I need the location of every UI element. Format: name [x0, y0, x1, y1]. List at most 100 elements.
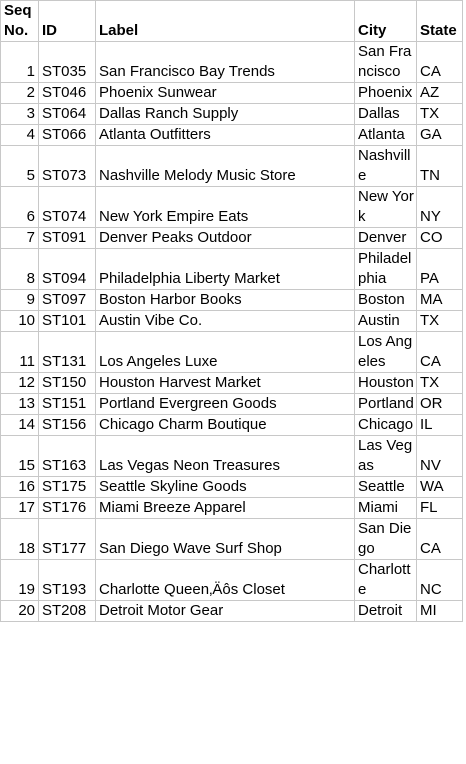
id-cell: ST193 — [38, 559, 96, 601]
state-cell: CA — [416, 331, 463, 373]
id-cell: ST064 — [38, 103, 96, 125]
id-cell: ST035 — [38, 41, 96, 83]
seq-cell: 9 — [0, 289, 39, 311]
table-row: 15 ST163 Las Vegas Neon Treasures Las Vegas… — [0, 435, 463, 477]
header-id: ID — [38, 0, 96, 42]
city-cell: New York — [354, 186, 417, 228]
id-cell: ST131 — [38, 331, 96, 373]
city-cell: Boston — [354, 289, 417, 311]
label-cell: Las Vegas Neon Treasures — [95, 435, 355, 477]
table-row: 8 ST094 Philadelphia Liberty Market Philade… — [0, 248, 463, 290]
table-row: 14 ST156 Chicago Charm Boutique Chicago IL — [0, 414, 463, 436]
id-cell: ST094 — [38, 248, 96, 290]
label-cell: Los Angeles Luxe — [95, 331, 355, 373]
table-row: 7 ST091 Denver Peaks Outdoor Denver CO — [0, 227, 463, 249]
city-cell: San Francisco — [354, 41, 417, 83]
seq-cell: 13 — [0, 393, 39, 415]
city-cell: Denver — [354, 227, 417, 249]
label-cell: Boston Harbor Books — [95, 289, 355, 311]
stores-table: Seq No. ID Label City State 1 ST035 San Fr… — [0, 0, 463, 622]
seq-cell: 17 — [0, 497, 39, 519]
table-row: 18 ST177 San Diego Wave Surf Shop San Diego… — [0, 518, 463, 560]
city-cell: San Diego — [354, 518, 417, 560]
label-cell: Houston Harvest Market — [95, 372, 355, 394]
city-cell: Phoenix — [354, 82, 417, 104]
city-cell: Houston — [354, 372, 417, 394]
label-cell: Detroit Motor Gear — [95, 600, 355, 622]
state-cell: CA — [416, 518, 463, 560]
table-row: 3 ST064 Dallas Ranch Supply Dallas TX — [0, 103, 463, 125]
seq-cell: 12 — [0, 372, 39, 394]
table-row: 10 ST101 Austin Vibe Co. Austin TX — [0, 310, 463, 332]
state-cell: OR — [416, 393, 463, 415]
seq-cell: 6 — [0, 186, 39, 228]
label-cell: Seattle Skyline Goods — [95, 476, 355, 498]
city-cell: Dallas — [354, 103, 417, 125]
label-cell: Charlotte Queen‚Äôs Closet — [95, 559, 355, 601]
city-cell: Chicago — [354, 414, 417, 436]
label-cell: Austin Vibe Co. — [95, 310, 355, 332]
state-cell: NV — [416, 435, 463, 477]
table-row: 20 ST208 Detroit Motor Gear Detroit MI — [0, 600, 463, 622]
id-cell: ST151 — [38, 393, 96, 415]
seq-cell: 5 — [0, 145, 39, 187]
table-row: 9 ST097 Boston Harbor Books Boston MA — [0, 289, 463, 311]
label-cell: Philadelphia Liberty Market — [95, 248, 355, 290]
id-cell: ST208 — [38, 600, 96, 622]
label-cell: Portland Evergreen Goods — [95, 393, 355, 415]
seq-cell: 15 — [0, 435, 39, 477]
id-cell: ST163 — [38, 435, 96, 477]
table-row: 6 ST074 New York Empire Eats New York NY — [0, 186, 463, 228]
id-cell: ST097 — [38, 289, 96, 311]
state-cell: TX — [416, 310, 463, 332]
state-cell: GA — [416, 124, 463, 146]
state-cell: WA — [416, 476, 463, 498]
city-cell: Austin — [354, 310, 417, 332]
header-row: Seq No. ID Label City State — [0, 0, 463, 42]
table-row: 12 ST150 Houston Harvest Market Houston TX — [0, 372, 463, 394]
id-cell: ST066 — [38, 124, 96, 146]
id-cell: ST101 — [38, 310, 96, 332]
city-cell: Miami — [354, 497, 417, 519]
table-row: 4 ST066 Atlanta Outfitters Atlanta GA — [0, 124, 463, 146]
id-cell: ST177 — [38, 518, 96, 560]
header-seq: Seq No. — [0, 0, 39, 42]
seq-cell: 7 — [0, 227, 39, 249]
state-cell: AZ — [416, 82, 463, 104]
label-cell: Dallas Ranch Supply — [95, 103, 355, 125]
id-cell: ST046 — [38, 82, 96, 104]
id-cell: ST150 — [38, 372, 96, 394]
id-cell: ST176 — [38, 497, 96, 519]
state-cell: MA — [416, 289, 463, 311]
seq-cell: 8 — [0, 248, 39, 290]
id-cell: ST073 — [38, 145, 96, 187]
label-cell: San Francisco Bay Trends — [95, 41, 355, 83]
label-cell: New York Empire Eats — [95, 186, 355, 228]
state-cell: PA — [416, 248, 463, 290]
city-cell: Charlotte — [354, 559, 417, 601]
id-cell: ST091 — [38, 227, 96, 249]
header-label: Label — [95, 0, 355, 42]
state-cell: CA — [416, 41, 463, 83]
table-row: 13 ST151 Portland Evergreen Goods Portland O… — [0, 393, 463, 415]
label-cell: San Diego Wave Surf Shop — [95, 518, 355, 560]
id-cell: ST074 — [38, 186, 96, 228]
city-cell: Detroit — [354, 600, 417, 622]
city-cell: Philadelphia — [354, 248, 417, 290]
table-row: 1 ST035 San Francisco Bay Trends San Franci… — [0, 41, 463, 83]
seq-cell: 1 — [0, 41, 39, 83]
label-cell: Chicago Charm Boutique — [95, 414, 355, 436]
label-cell: Nashville Melody Music Store — [95, 145, 355, 187]
header-state: State — [416, 0, 463, 42]
seq-cell: 11 — [0, 331, 39, 373]
seq-cell: 18 — [0, 518, 39, 560]
seq-cell: 2 — [0, 82, 39, 104]
id-cell: ST175 — [38, 476, 96, 498]
city-cell: Las Vegas — [354, 435, 417, 477]
seq-cell: 14 — [0, 414, 39, 436]
city-cell: Nashville — [354, 145, 417, 187]
label-cell: Atlanta Outfitters — [95, 124, 355, 146]
state-cell: MI — [416, 600, 463, 622]
city-cell: Atlanta — [354, 124, 417, 146]
seq-cell: 4 — [0, 124, 39, 146]
